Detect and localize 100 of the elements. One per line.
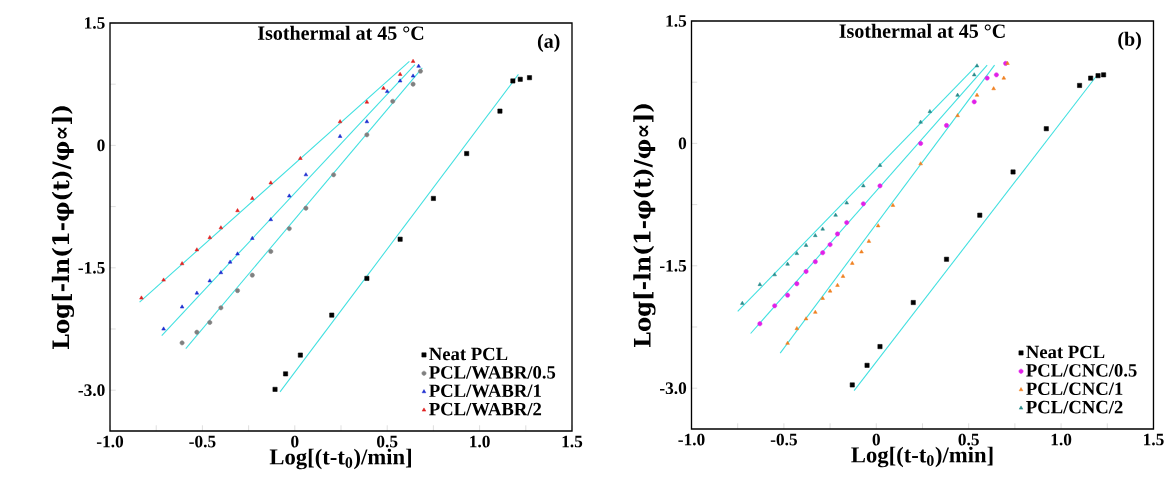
point: [757, 321, 763, 327]
legend-label: PCL/CNC/0.5: [1026, 364, 1137, 377]
point: [877, 183, 883, 189]
point: [161, 277, 166, 282]
point: [955, 92, 960, 97]
point: [179, 261, 185, 266]
y-tick-label: 0: [678, 137, 687, 150]
point: [298, 156, 303, 160]
point: [877, 344, 883, 349]
point: [272, 386, 278, 392]
chart-title: Isothermal at 45 °C: [257, 25, 424, 40]
x-tick-label: -1.0: [678, 433, 705, 446]
point: [527, 75, 532, 81]
point: [287, 193, 292, 198]
point: [398, 72, 403, 76]
chart-title: Isothermal at 45 °C: [839, 23, 1005, 38]
point: [303, 172, 309, 177]
x-tick-label: 1.5: [562, 435, 583, 448]
point: [927, 109, 932, 113]
point: [803, 269, 809, 274]
point: [410, 81, 416, 87]
point: [1101, 72, 1106, 78]
point: [849, 382, 855, 388]
x-tick-label: 0: [872, 433, 880, 446]
point: [827, 288, 833, 293]
point: [218, 270, 224, 275]
legend-label: Neat PCL: [1026, 345, 1105, 359]
point: [918, 140, 924, 146]
point: [268, 180, 273, 185]
point: [1095, 73, 1101, 79]
point: [431, 196, 436, 201]
point: [861, 183, 866, 188]
x-tick-label: 1.0: [470, 435, 490, 448]
y-tick-label: 1.5: [85, 17, 105, 29]
legend-label: Neat PCL: [429, 347, 508, 361]
point: [974, 92, 980, 97]
point: [364, 99, 369, 104]
point: [497, 108, 503, 114]
point: [250, 236, 255, 240]
point: [785, 261, 790, 266]
point: [250, 196, 255, 200]
x-tick-label: 1.5: [1144, 433, 1164, 446]
y-tick-label: 1.5: [666, 15, 687, 27]
point: [991, 86, 996, 91]
point: [286, 226, 292, 232]
point: [877, 163, 883, 167]
point: [517, 76, 523, 82]
point: [179, 340, 185, 346]
point: [364, 275, 370, 281]
point: [794, 326, 799, 330]
y-tick-label: 0: [97, 139, 105, 152]
point: [1088, 75, 1094, 81]
legend-label: PCL/CNC/1: [1026, 382, 1123, 396]
x-tick-label: 0.5: [958, 433, 979, 446]
point: [337, 134, 343, 138]
point: [994, 72, 999, 78]
point: [207, 235, 212, 239]
point: [977, 212, 983, 218]
point: [268, 249, 274, 254]
point: [235, 288, 240, 294]
point: [410, 73, 416, 78]
point: [235, 208, 240, 213]
point: [794, 251, 799, 255]
point: [194, 290, 199, 295]
point: [207, 278, 212, 283]
point: [161, 326, 166, 331]
point: [827, 242, 833, 247]
point: [139, 295, 144, 300]
point: [249, 272, 255, 278]
point: [844, 220, 850, 225]
point: [303, 205, 309, 211]
point: [416, 63, 421, 68]
point: [835, 231, 840, 237]
point: [910, 300, 916, 305]
point: [820, 250, 826, 256]
point: [235, 251, 240, 256]
point: [859, 249, 864, 254]
point: [984, 75, 990, 81]
point: [331, 172, 337, 178]
point: [918, 161, 923, 166]
point: [772, 272, 777, 277]
point: [813, 233, 818, 237]
point: [840, 274, 846, 278]
point: [1010, 169, 1016, 175]
point: [297, 352, 303, 358]
point: [757, 282, 762, 286]
point: [194, 329, 200, 335]
point: [955, 113, 960, 117]
x-tick-label: -0.5: [770, 433, 797, 446]
point: [329, 312, 335, 318]
point: [866, 238, 872, 243]
point: [944, 123, 949, 128]
point: [813, 309, 818, 314]
x-tick-label: -0.5: [189, 435, 216, 448]
point: [918, 119, 923, 124]
x-tick-label: 0.5: [377, 435, 398, 448]
point: [179, 304, 185, 309]
y-tick-label: -3.0: [78, 384, 105, 397]
point: [974, 63, 980, 68]
point: [510, 78, 516, 84]
